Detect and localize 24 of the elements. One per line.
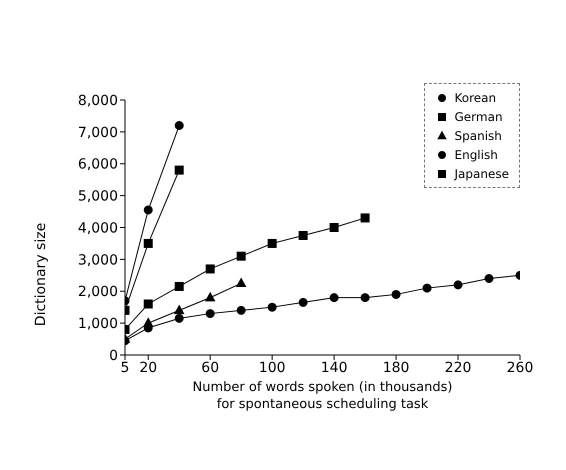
x-tick-label: 100 [258,360,286,376]
y-tick-label: 2,000 [78,284,118,300]
y-tick-label: 1,000 [78,316,118,332]
x-tick-label: 20 [139,360,158,376]
y-tick-label: 4,000 [78,220,118,236]
x-tick-label: 260 [506,360,534,376]
legend-label: Japanese [454,166,509,180]
x-tick-label: 180 [382,360,410,376]
legend-label: Korean [454,90,496,104]
y-axis-title: Dictionary size [33,222,49,326]
legend-label: English [454,148,498,162]
y-tick-label: 5,000 [78,188,118,205]
y-tick-label: 7,000 [78,124,118,141]
y-tick-label: 8,000 [78,92,118,109]
x-tick-label: 140 [320,360,348,376]
y-tick-label: 3,000 [78,252,118,268]
legend-label: Spanish [454,128,502,142]
y-tick-label: 0 [109,348,118,364]
x-tick-label: 220 [444,360,472,376]
legend-label: German [454,110,503,124]
y-tick-label: 6,000 [78,156,118,173]
x-tick-label: 60 [201,360,220,376]
x-axis-title: Number of words spoken (in thousands) for spontaneous scheduling task [192,380,452,412]
x-tick-label: 5 [120,360,130,376]
